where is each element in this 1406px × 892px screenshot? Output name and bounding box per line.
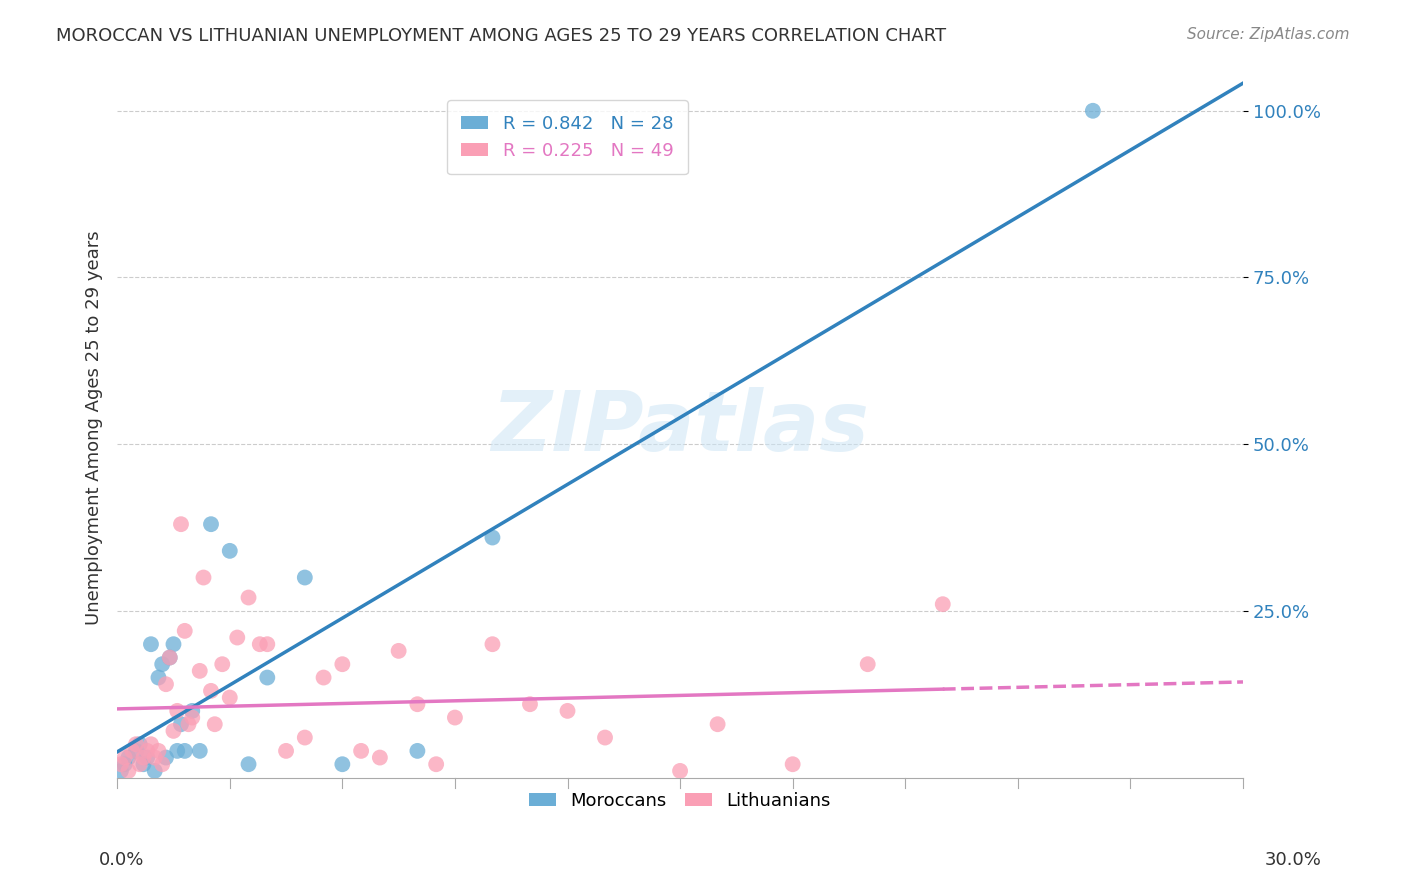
Point — [294, 731, 316, 745]
Point — [444, 710, 467, 724]
Point — [170, 517, 193, 532]
Point — [110, 764, 132, 778]
Point — [593, 731, 616, 745]
Point — [200, 684, 222, 698]
Legend: Moroccans, Lithuanians: Moroccans, Lithuanians — [515, 778, 845, 824]
Point — [143, 764, 166, 778]
Point — [114, 757, 136, 772]
Point — [557, 704, 579, 718]
Point — [117, 764, 139, 778]
Point — [218, 690, 240, 705]
Point — [519, 697, 541, 711]
Point — [406, 744, 429, 758]
Point — [238, 591, 260, 605]
Point — [218, 544, 240, 558]
Point — [114, 750, 136, 764]
Point — [256, 637, 278, 651]
Point — [238, 757, 260, 772]
Point — [188, 664, 211, 678]
Point — [166, 704, 188, 718]
Point — [117, 750, 139, 764]
Point — [110, 757, 132, 772]
Point — [125, 737, 148, 751]
Point — [159, 650, 181, 665]
Point — [181, 710, 204, 724]
Point — [388, 644, 411, 658]
Point — [669, 764, 692, 778]
Point — [330, 757, 353, 772]
Point — [148, 671, 170, 685]
Point — [856, 657, 879, 672]
Point — [128, 757, 150, 772]
Point — [406, 697, 429, 711]
Point — [226, 631, 249, 645]
Point — [294, 570, 316, 584]
Point — [139, 737, 162, 751]
Point — [425, 757, 447, 772]
Point — [136, 750, 159, 764]
Point — [125, 744, 148, 758]
Point — [481, 531, 503, 545]
Point — [204, 717, 226, 731]
Point — [128, 737, 150, 751]
Point — [200, 517, 222, 532]
Point — [166, 744, 188, 758]
Point — [188, 744, 211, 758]
Point — [193, 570, 215, 584]
Point — [181, 704, 204, 718]
Point — [132, 757, 155, 772]
Point — [150, 757, 173, 772]
Text: ZIPatlas: ZIPatlas — [491, 387, 869, 468]
Point — [132, 750, 155, 764]
Point — [312, 671, 335, 685]
Text: 30.0%: 30.0% — [1265, 851, 1322, 869]
Text: 0.0%: 0.0% — [98, 851, 143, 869]
Point — [249, 637, 271, 651]
Point — [211, 657, 233, 672]
Point — [1081, 103, 1104, 118]
Text: Source: ZipAtlas.com: Source: ZipAtlas.com — [1187, 27, 1350, 42]
Point — [706, 717, 728, 731]
Point — [162, 637, 184, 651]
Point — [274, 744, 297, 758]
Point — [155, 677, 177, 691]
Point — [148, 744, 170, 758]
Point — [368, 750, 391, 764]
Point — [173, 624, 195, 638]
Point — [481, 637, 503, 651]
Point — [170, 717, 193, 731]
Point — [155, 750, 177, 764]
Point — [139, 637, 162, 651]
Point — [350, 744, 373, 758]
Point — [932, 597, 955, 611]
Point — [159, 650, 181, 665]
Text: MOROCCAN VS LITHUANIAN UNEMPLOYMENT AMONG AGES 25 TO 29 YEARS CORRELATION CHART: MOROCCAN VS LITHUANIAN UNEMPLOYMENT AMON… — [56, 27, 946, 45]
Point — [177, 717, 200, 731]
Y-axis label: Unemployment Among Ages 25 to 29 years: Unemployment Among Ages 25 to 29 years — [86, 230, 103, 624]
Point — [782, 757, 804, 772]
Point — [136, 744, 159, 758]
Point — [143, 750, 166, 764]
Point — [173, 744, 195, 758]
Point — [330, 657, 353, 672]
Point — [150, 657, 173, 672]
Point — [256, 671, 278, 685]
Point — [121, 744, 143, 758]
Point — [162, 723, 184, 738]
